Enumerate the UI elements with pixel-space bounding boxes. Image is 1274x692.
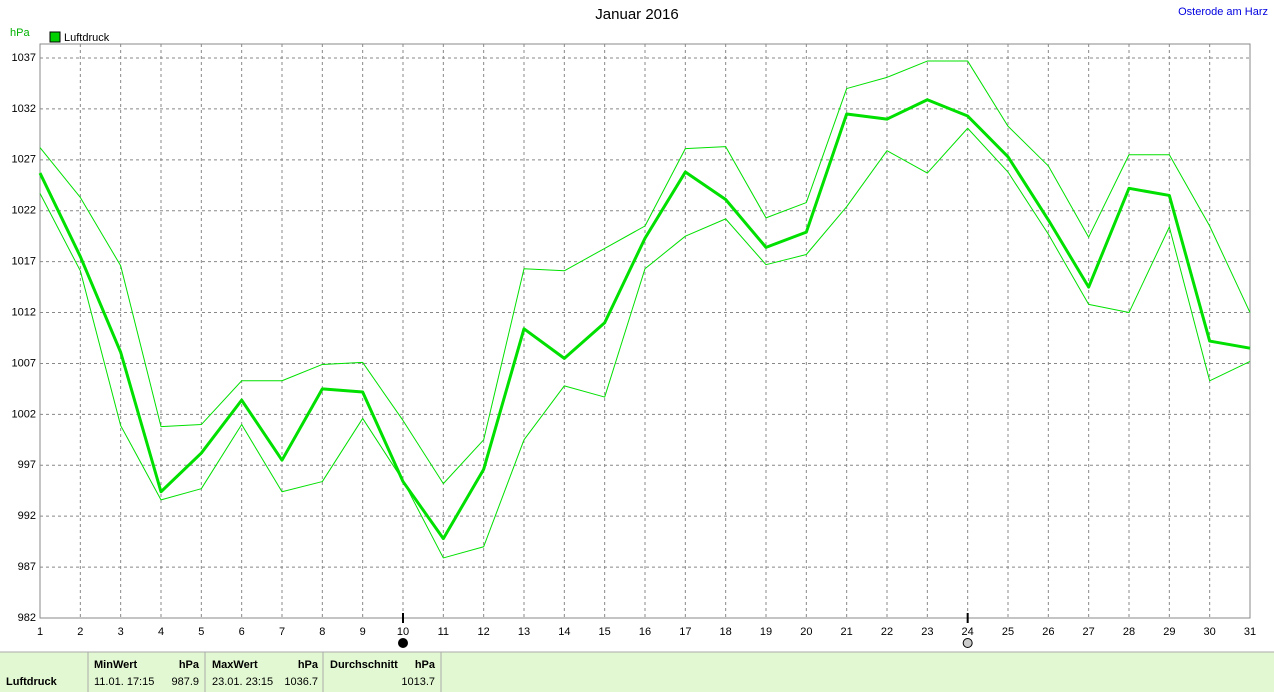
x-tick-label: 9 [360, 626, 366, 638]
x-tick-label: 4 [158, 626, 164, 638]
x-tick-label: 15 [599, 626, 611, 638]
x-tick-label: 7 [279, 626, 285, 638]
x-tick-label: 29 [1163, 626, 1175, 638]
stats-unit: hPa [415, 659, 436, 671]
stats-background [0, 652, 1274, 692]
x-tick-label: 10 [397, 626, 409, 638]
x-tick-label: 21 [841, 626, 853, 638]
stats-value: 1013.7 [401, 676, 435, 688]
x-tick-label: 23 [921, 626, 933, 638]
x-tick-label: 2 [77, 626, 83, 638]
y-tick-label: 1022 [12, 205, 36, 217]
x-tick-label: 17 [679, 626, 691, 638]
event-marker [398, 638, 408, 648]
stats-header: MinWert [94, 659, 138, 671]
stats-time: 23.01. 23:15 [212, 676, 273, 688]
y-tick-label: 997 [18, 459, 36, 471]
x-tick-label: 27 [1083, 626, 1095, 638]
x-tick-label: 8 [319, 626, 325, 638]
x-tick-label: 24 [962, 626, 974, 638]
x-tick-label: 30 [1204, 626, 1216, 638]
legend-label: Luftdruck [64, 32, 110, 44]
stats-unit: hPa [298, 659, 319, 671]
x-tick-label: 28 [1123, 626, 1135, 638]
x-tick-label: 16 [639, 626, 651, 638]
stats-unit: hPa [179, 659, 200, 671]
line [39, 127, 1251, 559]
y-tick-label: 1037 [12, 52, 36, 64]
line [38, 98, 1251, 541]
y-tick-label: 1012 [12, 306, 36, 318]
x-tick-label: 26 [1042, 626, 1054, 638]
chart-title: Januar 2016 [595, 6, 678, 23]
stats-label: Luftdruck [6, 676, 58, 688]
x-tick-label: 6 [239, 626, 245, 638]
x-tick-label: 20 [800, 626, 812, 638]
location: Osterode am Harz [1178, 6, 1268, 18]
stats-header: MaxWert [212, 659, 258, 671]
y-tick-label: 1032 [12, 103, 36, 115]
stats-header: Durchschnitt [330, 659, 398, 671]
x-tick-label: 14 [558, 626, 570, 638]
x-tick-label: 22 [881, 626, 893, 638]
y-unit: hPa [10, 27, 30, 39]
x-tick-label: 19 [760, 626, 772, 638]
x-tick-label: 25 [1002, 626, 1014, 638]
legend-swatch [49, 31, 61, 43]
y-tick-label: 1002 [12, 408, 36, 420]
stats-value: 1036.7 [284, 676, 318, 688]
y-tick-label: 1027 [12, 154, 36, 166]
y-tick-label: 1007 [12, 357, 36, 369]
x-tick-label: 13 [518, 626, 530, 638]
stats-value: 987.9 [171, 676, 199, 688]
x-tick-label: 5 [198, 626, 204, 638]
y-tick-label: 987 [18, 561, 36, 573]
x-tick-label: 1 [37, 626, 43, 638]
event-marker [962, 638, 973, 648]
x-tick-label: 3 [118, 626, 124, 638]
y-tick-label: 982 [18, 612, 36, 624]
x-tick-label: 12 [478, 626, 490, 638]
x-tick-label: 31 [1244, 626, 1256, 638]
plot-area [39, 43, 1251, 619]
y-tick-label: 992 [18, 510, 36, 522]
line [39, 60, 1251, 485]
stats-time: 11.01. 17:15 [94, 676, 154, 688]
x-tick-label: 11 [438, 626, 449, 638]
x-tick-label: 18 [720, 626, 732, 638]
y-tick-label: 1017 [12, 256, 36, 268]
